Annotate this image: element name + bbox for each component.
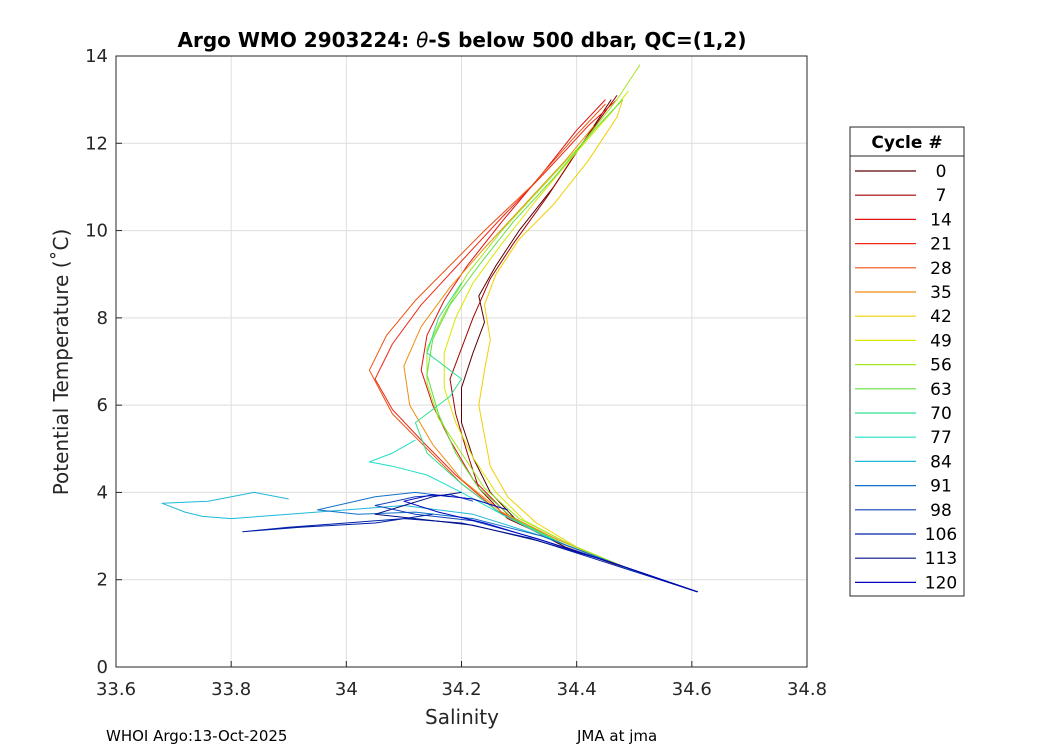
y-tick-label: 14 [85,46,108,67]
legend-entry: 42 [930,307,952,327]
y-tick-label: 6 [97,395,108,416]
legend-entry: 70 [930,404,952,424]
legend-entry: 28 [930,259,952,279]
legend-entry: 35 [930,283,952,303]
legend: Cycle # 0 7 14 21 28 35 42 49 56 63 70 77 84 91 98 106 1… [849,126,965,597]
series-line-17 [403,494,698,593]
x-tick-label: 33.8 [211,679,251,700]
legend-entry: 7 [936,186,947,206]
y-tick-label: 2 [97,570,108,591]
y-tick-label: 4 [97,482,108,503]
legend-entry: 0 [936,162,947,182]
legend-box [849,126,965,597]
series-line-13 [317,491,698,593]
footer-left: WHOI Argo:13-Oct-2025 [106,727,287,745]
x-tick-labels: 33.6 33.8 34 34.2 34.4 34.6 34.8 [96,679,827,700]
x-tick-label: 34.2 [441,679,481,700]
series-line-9 [426,99,698,593]
x-tick-label: 34 [335,679,358,700]
legend-entry: 63 [930,380,952,400]
series-line-12 [161,491,698,593]
legend-entry: 98 [930,501,952,521]
y-axis-label: Potential Temperature (˚C) [49,229,73,496]
series-line-8 [426,64,698,593]
y-tick-label: 10 [85,221,108,242]
series-group [161,64,698,593]
legend-entry: 84 [930,452,952,472]
y-tick-label: 0 [97,657,108,678]
x-axis-label: Salinity [425,705,499,729]
x-tick-label: 34.6 [672,679,712,700]
footer-right: JMA at jma [576,727,657,745]
chart-title: Argo WMO 2903224: θ-S below 500 dbar, QC… [178,28,747,52]
y-tick-label: 8 [97,308,108,329]
legend-entry: 49 [930,331,952,351]
x-tick-label: 33.6 [96,679,136,700]
series-line-6 [478,99,698,593]
legend-entry: 91 [930,477,952,497]
y-tick-labels: 0 2 4 6 8 10 12 14 [85,46,108,678]
series-line-5 [403,125,698,593]
legend-entry: 77 [930,428,952,448]
legend-entry: 21 [930,235,952,255]
legend-title: Cycle # [871,133,942,153]
legend-entry: 113 [925,549,957,569]
x-tick-label: 34.8 [787,679,827,700]
x-tick-label: 34.4 [557,679,597,700]
legend-items: 0 7 14 21 28 35 42 49 56 63 70 77 84 91 98 106 113 120 [855,162,957,593]
legend-entry: 56 [930,356,952,376]
legend-entry: 14 [930,210,952,230]
legend-entry: 120 [925,573,957,593]
y-tick-label: 12 [85,133,108,154]
plot-frame [115,55,808,668]
legend-entry: 106 [925,525,957,545]
